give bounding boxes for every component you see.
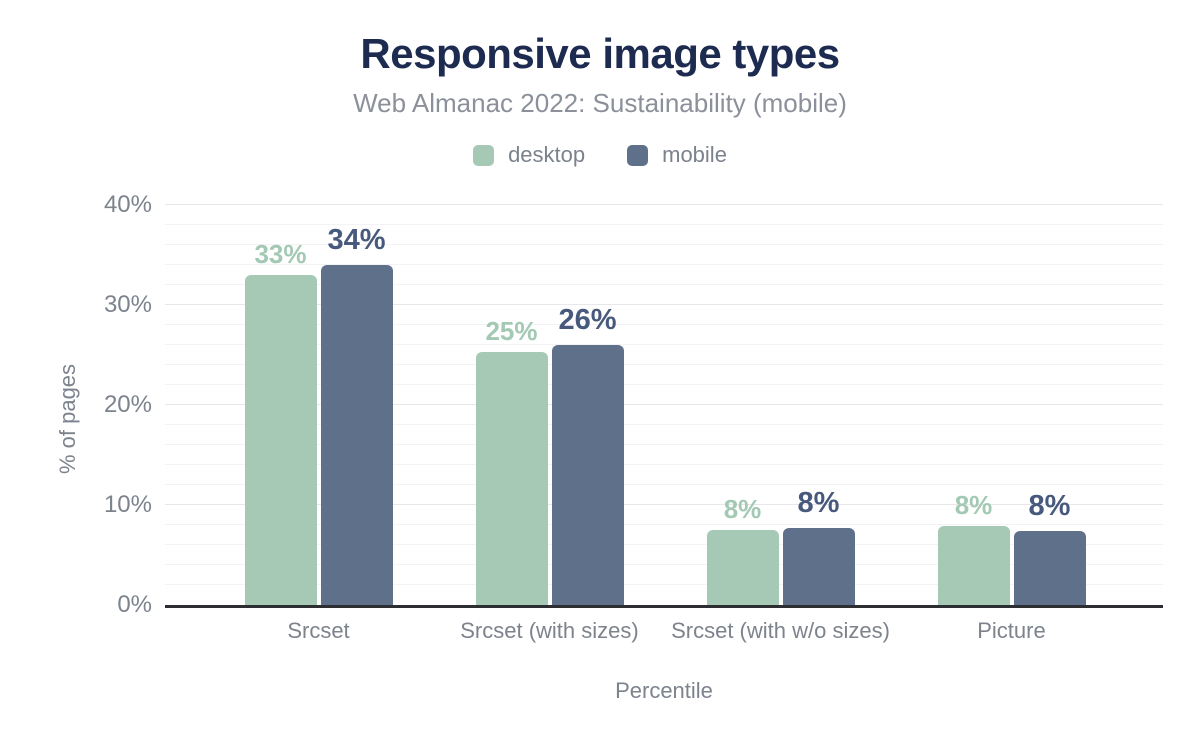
gridline-major (165, 204, 1163, 205)
bar-group: 8% 8% (896, 205, 1127, 605)
gridline-minor (165, 344, 1163, 345)
gridline-minor (165, 464, 1163, 465)
bar-wrap-desktop: 8% (937, 492, 1010, 605)
gridline-major (165, 304, 1163, 305)
y-tick-label: 40% (103, 191, 152, 218)
bar-wrap-mobile: 8% (782, 489, 855, 605)
bar-desktop (706, 530, 779, 605)
bar-groups: 33% 34% 25% 26% 8% 8% 8% 8% (165, 205, 1163, 605)
y-tick-label: 10% (103, 491, 152, 518)
gridline-minor (165, 324, 1163, 325)
gridline-minor (165, 584, 1163, 585)
gridline-major (165, 404, 1163, 405)
plot-area: 33% 34% 25% 26% 8% 8% 8% 8% (165, 204, 1163, 608)
bar-value-label: 26% (558, 304, 617, 336)
bar-mobile (320, 265, 393, 605)
gridline-minor (165, 444, 1163, 445)
bar-mobile (1013, 531, 1086, 605)
y-axis: 0% 10% 20% 30% 40% (0, 191, 152, 618)
gridline-minor (165, 244, 1163, 245)
gridline-minor (165, 224, 1163, 225)
bar-mobile (782, 528, 855, 605)
legend-swatch-mobile (627, 144, 649, 166)
bar-value-label: 8% (954, 490, 993, 520)
chart-subtitle: Web Almanac 2022: Sustainability (mobile… (353, 88, 847, 118)
legend-label: desktop (508, 142, 586, 167)
legend-item-mobile: mobile (627, 142, 727, 168)
bar-desktop (475, 352, 548, 605)
gridline-minor (165, 384, 1163, 385)
gridline-minor (165, 284, 1163, 285)
gridline-minor (165, 424, 1163, 425)
bar-group: 25% 26% (434, 205, 665, 605)
gridline-major (165, 504, 1163, 505)
x-tick-label: Picture (977, 618, 1046, 643)
x-axis: Srcset Srcset (with sizes) Srcset (with w/… (165, 618, 1163, 644)
bar-value-label: 8% (723, 494, 762, 524)
bar-wrap-desktop: 33% (244, 241, 317, 605)
bar-value-label: 33% (254, 239, 307, 269)
legend: desktop mobile (0, 142, 1200, 168)
bar-value-label: 34% (327, 224, 386, 256)
x-tick-label: Srcset (with w/o sizes) (671, 618, 890, 643)
bar-value-label: 8% (1028, 490, 1071, 522)
y-tick-label: 20% (103, 391, 152, 418)
bar-mobile (551, 345, 624, 605)
legend-item-desktop: desktop (473, 142, 585, 168)
x-tick-label: Srcset (with sizes) (460, 618, 639, 643)
gridline-minor (165, 564, 1163, 565)
bar-value-label: 8% (797, 487, 840, 519)
bar-wrap-desktop: 25% (475, 318, 548, 605)
x-tick-label: Srcset (287, 618, 350, 643)
gridline-minor (165, 264, 1163, 265)
gridline-minor (165, 364, 1163, 365)
bar-wrap-desktop: 8% (706, 496, 779, 605)
bar-wrap-mobile: 8% (1013, 492, 1086, 605)
bar-group: 33% 34% (203, 205, 434, 605)
gridline-minor (165, 524, 1163, 525)
y-tick-label: 30% (103, 291, 152, 318)
x-axis-title: Percentile (615, 678, 713, 703)
legend-label: mobile (662, 142, 727, 167)
bar-wrap-mobile: 34% (320, 226, 393, 605)
y-tick-label: 0% (117, 591, 152, 618)
bar-value-label: 25% (485, 316, 538, 346)
bar-desktop (244, 275, 317, 605)
legend-swatch-desktop (473, 144, 495, 166)
gridline-minor (165, 544, 1163, 545)
chart-title: Responsive image types (360, 30, 840, 77)
bar-desktop (937, 526, 1010, 605)
bar-wrap-mobile: 26% (551, 306, 624, 605)
bar-group: 8% 8% (665, 205, 896, 605)
gridline-minor (165, 484, 1163, 485)
